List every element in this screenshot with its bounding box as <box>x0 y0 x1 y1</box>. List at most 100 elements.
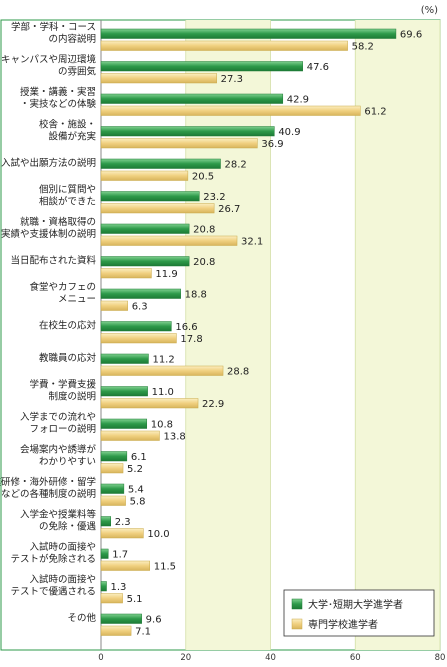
bar-vocational <box>100 268 152 279</box>
category-label: キャンパスや周辺環境 <box>1 54 97 66</box>
x-tick-label: 0 <box>98 653 103 662</box>
category-label: 制度の説明 <box>48 391 96 403</box>
data-label: 28.2 <box>224 160 246 171</box>
category-label: 入試時の面接や <box>29 541 96 553</box>
bar-vocational <box>100 138 258 149</box>
bar-vocational <box>100 365 224 376</box>
data-label: 11.2 <box>152 355 174 366</box>
bar-vocational <box>100 300 128 311</box>
category-label: の内容説明 <box>48 33 96 45</box>
bar-vocational <box>100 73 217 84</box>
category-label: 会場案内や誘導が <box>20 444 97 456</box>
grid-band <box>185 20 271 650</box>
x-tick-label: 80 <box>435 653 446 662</box>
data-label: 32.1 <box>241 237 263 248</box>
legend-swatch <box>291 598 303 610</box>
data-label: 1.3 <box>111 582 127 593</box>
category-label: 校舎・施設・ <box>39 119 96 131</box>
bar-vocational <box>100 528 144 539</box>
category-label: 食堂やカフェの <box>29 281 96 293</box>
category-label: フォローの説明 <box>29 423 96 435</box>
bar-vocational <box>100 398 199 409</box>
data-label: 69.6 <box>400 30 422 41</box>
data-label: 20.8 <box>193 225 215 236</box>
bar-university <box>100 126 275 137</box>
bar-university <box>100 61 303 72</box>
bar-vocational <box>100 593 123 604</box>
category-label: 実績や支援体制の説明 <box>1 228 96 240</box>
bar-university <box>100 548 109 559</box>
data-label: 5.1 <box>127 594 143 605</box>
category-label: 入試時の面接や <box>29 574 96 586</box>
bar-university <box>100 581 107 592</box>
category-label: 学部・学科・コース <box>11 21 96 33</box>
category-label: わかりやすい <box>39 457 96 468</box>
unit-label: (%) <box>421 5 438 16</box>
data-label: 27.3 <box>221 74 243 85</box>
category-label: 入試や出願方法の説明 <box>1 157 96 169</box>
category-label: その他 <box>67 612 96 624</box>
bar-vocational <box>100 170 189 181</box>
data-label: 22.9 <box>202 399 224 410</box>
bar-vocational <box>100 235 238 246</box>
data-label: 1.7 <box>112 550 128 561</box>
data-label: 6.1 <box>131 452 147 463</box>
data-label: 5.4 <box>128 485 144 496</box>
category-label: 就職・資格取得の <box>20 216 96 228</box>
category-label: ・実技などの体験 <box>20 98 97 110</box>
data-label: 47.6 <box>307 62 329 73</box>
bar-university <box>100 483 125 494</box>
data-label: 2.3 <box>115 517 131 528</box>
legend-label: 専門学校進学者 <box>308 618 378 631</box>
category-label: の免除・優遇 <box>39 521 97 533</box>
data-label: 36.9 <box>261 139 283 150</box>
legend-swatch <box>291 618 303 630</box>
bar-university <box>100 28 397 39</box>
bar-vocational <box>100 495 126 506</box>
data-label: 20.8 <box>193 257 215 268</box>
bar-vocational <box>100 105 361 116</box>
data-label: 9.6 <box>146 615 162 626</box>
x-tick-label: 40 <box>265 653 276 662</box>
data-label: 5.8 <box>130 497 146 508</box>
data-label: 11.5 <box>154 562 176 573</box>
bar-vocational <box>100 430 160 441</box>
category-label: 入学までの流れや <box>20 411 96 423</box>
bar-university <box>100 321 172 332</box>
data-label: 17.8 <box>180 334 202 345</box>
legend-label: 大学･短期大学進学者 <box>308 598 403 611</box>
x-tick-label: 20 <box>180 653 191 662</box>
category-label: メニュー <box>58 294 96 305</box>
data-label: 10.8 <box>151 420 173 431</box>
data-label: 61.2 <box>364 107 386 118</box>
category-label: 相談ができた <box>39 196 96 208</box>
bar-university <box>100 158 221 169</box>
category-label: 入学金や授業料等 <box>20 509 97 521</box>
data-label: 11.9 <box>155 269 177 280</box>
bar-university <box>100 516 111 527</box>
x-tick-label: 60 <box>350 653 361 662</box>
bar-university <box>100 256 190 267</box>
data-label: 6.3 <box>132 302 148 313</box>
data-label: 11.0 <box>152 387 174 398</box>
bar-university <box>100 93 284 104</box>
bar-university <box>100 223 190 234</box>
bar-university <box>100 451 128 462</box>
legend-box <box>283 589 435 637</box>
category-label: 個別に質問や <box>39 184 96 196</box>
bar-university <box>100 288 181 299</box>
bar-vocational <box>100 625 132 636</box>
bar-vocational <box>100 40 348 51</box>
bar-vocational <box>100 560 150 571</box>
category-label: 学費・学費支援 <box>29 379 96 391</box>
category-label: 教職員の応対 <box>39 352 97 364</box>
bar-university <box>100 418 148 429</box>
data-label: 5.2 <box>127 464 143 475</box>
grid-band <box>355 20 440 650</box>
data-label: 26.7 <box>218 204 240 215</box>
bar-vocational <box>100 203 215 214</box>
data-label: 18.8 <box>185 290 207 301</box>
data-label: 58.2 <box>352 42 374 53</box>
